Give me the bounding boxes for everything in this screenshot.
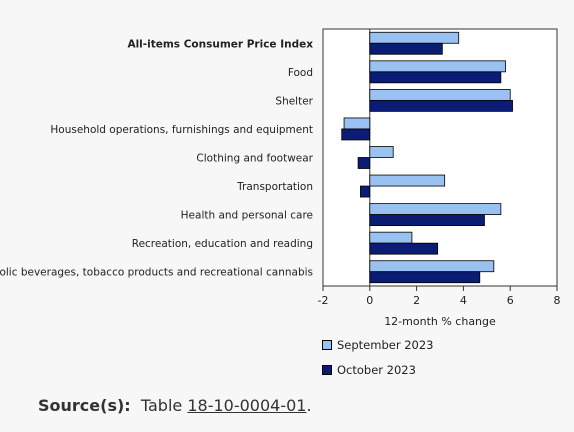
category-label: Health and personal care [181,210,313,222]
source-label: Source(s): [38,396,131,415]
bar-october-6 [369,214,485,227]
bar-september-5 [369,174,446,187]
bar-september-4 [369,146,394,158]
bar-october-4 [357,157,371,169]
source-table-link[interactable]: 18-10-0004-01 [187,396,307,415]
source-text: Table [140,396,183,415]
category-label: Transportation [236,181,313,193]
bar-september-2 [369,88,511,101]
x-tick-label: 6 [507,294,514,307]
legend-label-october: October 2023 [337,363,416,377]
cpi-bar-chart: All-items Consumer Price Index Food Shelte… [0,28,561,328]
bar-october-5 [360,185,371,198]
bar-september-1 [369,60,506,73]
x-tick-label: 0 [366,294,373,307]
legend-item-september: September 2023 [322,338,434,352]
bar-october-2 [369,99,513,112]
bar-october-1 [369,71,502,84]
legend-swatch-september [322,340,332,350]
bar-september-6 [369,203,502,216]
legend-label-september: September 2023 [337,338,434,352]
x-tick-label: 4 [460,294,467,307]
bar-october-7 [369,242,439,255]
bar-september-0 [369,31,460,44]
legend-swatch-october [322,365,332,375]
bar-october-3 [341,128,371,141]
category-label: Recreation, education and reading [132,238,313,250]
category-label: Food [288,67,313,79]
category-label: Clothing and footwear [196,153,313,165]
bar-october-8 [369,271,481,284]
category-label: All-items Consumer Price Index [127,38,313,50]
source-end: . [306,396,312,415]
legend-item-october: October 2023 [322,363,416,377]
bar-september-7 [369,231,413,244]
x-tick-label: 8 [554,294,561,307]
x-tick-label: 2 [413,294,420,307]
x-tick-label: -2 [318,294,329,307]
source-note: Source(s): Table 18-10-0004-01. [38,396,312,415]
bar-september-3 [343,117,371,130]
category-label: Shelter [275,95,313,107]
bar-october-0 [369,42,443,55]
category-label: Alcoholic beverages, tobacco products an… [0,267,313,279]
category-label: Household operations, furnishings and eq… [50,124,313,136]
x-axis-title: 12-month % change [384,315,496,328]
bar-september-8 [369,260,495,273]
